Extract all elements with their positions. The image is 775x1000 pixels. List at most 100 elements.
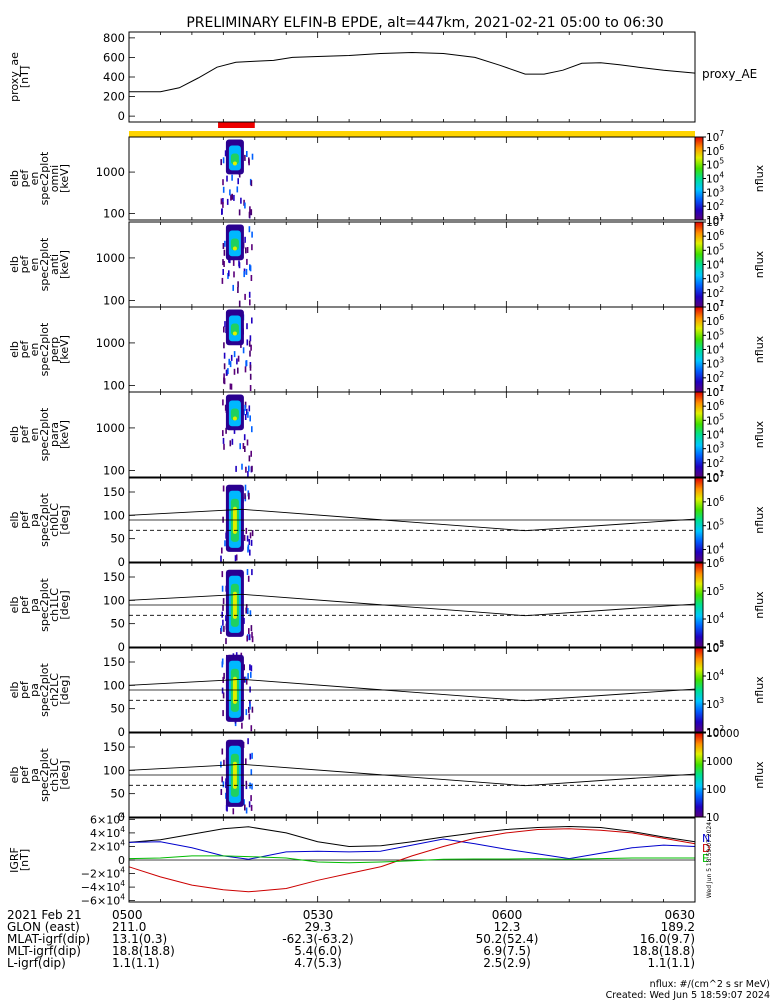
spectrum-core <box>230 408 239 421</box>
spectrum-cell <box>245 527 248 534</box>
y-tick-label: 100 <box>103 678 125 692</box>
loss-cone-line <box>128 678 696 702</box>
spectrum-cell <box>244 484 247 491</box>
spectrum-cell <box>224 150 227 157</box>
spectrum-cell <box>251 465 253 472</box>
y-axis-label: elb <box>8 597 21 614</box>
y-axis-label: pa <box>28 598 41 612</box>
colorbar-tick-label: 107 <box>706 384 724 399</box>
colorbar-tick-label: 104 <box>706 257 724 272</box>
loss-cone-line <box>128 763 696 787</box>
colorbar-tick-label: 103 <box>706 356 724 371</box>
y-tick-label: 1000 <box>96 251 125 265</box>
ephemeris-value: 189.2 <box>661 920 695 934</box>
colorbar-tick-exponent: 2 <box>719 370 724 379</box>
y-axis-label: elb <box>8 170 21 187</box>
panel-frame <box>128 306 696 393</box>
spectrum-cell <box>225 427 227 434</box>
ephemeris-value: 0600 <box>492 908 523 922</box>
spectrum-cell <box>222 430 224 437</box>
spectrum-cell <box>230 383 233 390</box>
spectrum-cell <box>222 243 225 249</box>
spectrum-cell <box>220 555 222 562</box>
colorbar-tick-label: 106 <box>706 398 724 413</box>
spectrum-cell <box>249 335 252 342</box>
spectrum-cell <box>238 300 241 307</box>
y-axis-label: spec2plot <box>38 237 51 291</box>
spectrum-cell <box>248 539 251 545</box>
spectrum-cell <box>244 236 246 243</box>
spectrum-cell <box>248 211 251 218</box>
spectrum-cell <box>235 554 238 561</box>
spectrum-cell <box>244 154 246 161</box>
y-tick-exponent: 4 <box>120 879 125 888</box>
colorbar-tick-label: 102 <box>706 285 724 300</box>
spectrum-cell <box>222 179 224 186</box>
y-tick-label: 0 <box>118 854 125 867</box>
colorbar-tick-exponent: 1 <box>719 299 724 308</box>
ephemeris-value: 16.0(9.7) <box>640 932 695 946</box>
spectrum-cell <box>240 197 242 204</box>
spectrum-cell <box>251 244 253 251</box>
spectrum-cell <box>245 780 248 787</box>
colorbar-tick-exponent: 5 <box>719 327 724 336</box>
y-tick-label: 100 <box>103 763 125 777</box>
y-tick-label: 150 <box>103 485 125 499</box>
spectrum-cell <box>227 368 229 375</box>
colorbar <box>694 391 704 478</box>
loss-cone-line <box>128 508 696 532</box>
colorbar-tick-exponent: 4 <box>719 257 724 266</box>
colorbar-tick-label: 105 <box>706 157 724 172</box>
y-tick-label: 0 <box>118 555 125 569</box>
y-axis-label: pa <box>28 768 41 782</box>
units-note: nflux: #/(cm^2 s sr MeV) <box>650 979 770 990</box>
spectrum-cell <box>243 664 245 671</box>
ephemeris-value: 4.7(5.3) <box>294 956 342 970</box>
spectrum-cell <box>249 686 251 693</box>
y-axis-label: [nT] <box>18 66 31 88</box>
y-tick-label: 50 <box>110 787 125 801</box>
ephemeris-value: 5.4(6.0) <box>294 944 342 958</box>
spectrum-cell <box>231 193 233 200</box>
y-axis-label: pef <box>18 425 31 444</box>
spectrum-cell <box>221 547 223 554</box>
panel-pa_ch3: 10 100 1000 10000 nflux 0 50 100 150 elbpefpaspec… <box>8 728 766 824</box>
colorbar-label: nflux <box>753 420 766 448</box>
spectrum-cell <box>250 450 252 457</box>
colorbar-tick-label: 102 <box>706 198 724 213</box>
spectrum-cell <box>248 159 250 166</box>
spectrum-cell <box>251 636 254 643</box>
spectrum-cell <box>246 339 249 346</box>
y-axis-label: omni <box>48 165 61 192</box>
spectrum-cell <box>221 585 224 592</box>
colorbar-tick-exponent: 4 <box>719 427 724 436</box>
y-axis-label: ch1LC <box>48 588 61 622</box>
spectrum-cell <box>229 189 231 196</box>
y-axis-label: [deg] <box>58 760 71 789</box>
y-axis-label: elb <box>8 512 21 529</box>
spectrum-cell <box>221 208 223 215</box>
spectrum-cell <box>236 186 239 193</box>
colorbar-tick-label: 107 <box>706 214 724 229</box>
spectrum-cell <box>249 753 252 760</box>
colorbar-tick-exponent: 7 <box>719 470 724 479</box>
y-tick-label: 100 <box>103 593 125 607</box>
y-tick-label: 4×104 <box>90 825 125 840</box>
y-tick-label: 0 <box>118 109 125 123</box>
y-tick-label: 150 <box>103 655 125 669</box>
spectrum-cell <box>237 367 239 374</box>
y-axis-label: pef <box>18 595 31 614</box>
spectrum-cell <box>250 539 253 546</box>
spectrum-cell <box>241 722 243 729</box>
spectrum-cell <box>242 347 245 354</box>
spectrum-cell <box>228 358 230 365</box>
y-axis-label: pa <box>28 513 41 527</box>
colorbar-tick-label: 106 <box>706 555 724 570</box>
legend-label-N: N <box>702 832 710 845</box>
y-axis-label: [keV] <box>58 250 71 279</box>
panel-frame <box>128 31 696 123</box>
spectrum-cell <box>250 725 253 732</box>
spectrum-cell <box>223 625 225 632</box>
spectrum-cell <box>222 399 224 406</box>
spectrum-cell <box>247 544 250 551</box>
